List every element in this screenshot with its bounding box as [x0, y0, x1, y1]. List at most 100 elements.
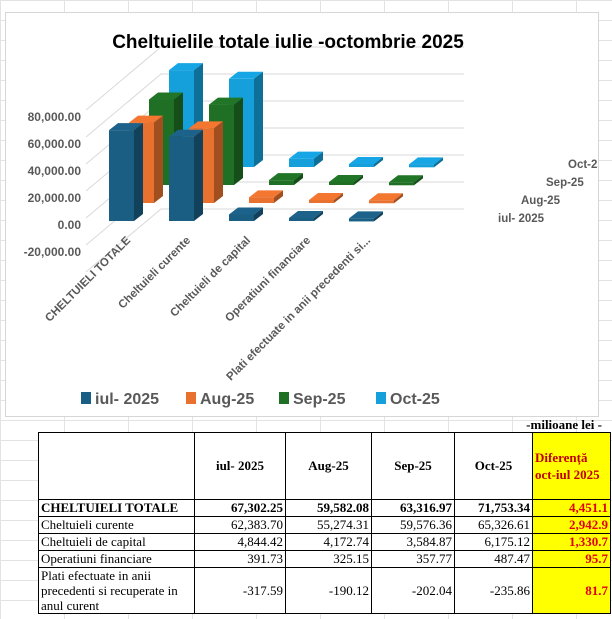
bar-0-1[interactable] [169, 129, 203, 221]
bar-top [349, 157, 383, 164]
bar-1-2[interactable] [249, 190, 283, 203]
bar-3-2[interactable] [289, 151, 323, 167]
bar-0-2[interactable] [229, 207, 263, 221]
unit-label: -milioane lei - [526, 417, 602, 432]
bar-top [169, 63, 203, 71]
y-tick-label: 60,000.00 [28, 137, 82, 151]
bar-side [374, 211, 383, 222]
bar-top [309, 193, 343, 200]
bar-top [129, 115, 163, 123]
bar-top [269, 173, 303, 181]
diff-header-line1: Diferență [535, 450, 588, 465]
row-value: 71,753.34 [454, 499, 533, 517]
bar-side [314, 211, 323, 221]
bar-top [149, 92, 183, 100]
row-label: Cheltuieli curente [38, 516, 195, 534]
bar-side [414, 175, 423, 186]
row-diff: 95.7 [532, 550, 611, 568]
bar-top [109, 123, 143, 131]
row-label: Operatiuni financiare [38, 550, 195, 568]
y-tick-label: 0.00 [58, 218, 82, 232]
bar-side [194, 129, 203, 221]
row-value: 65,326.61 [454, 516, 533, 534]
row-value: 3,584.87 [371, 533, 455, 551]
bar-front [109, 130, 134, 221]
bar-1-4[interactable] [369, 193, 403, 204]
header-col: Aug-25 [285, 432, 372, 500]
table-row: Cheltuieli de capital 4,844.42 4,172.74 3,5… [38, 533, 611, 551]
bar-2-2[interactable] [269, 173, 303, 185]
row-value: 62,383.70 [194, 516, 286, 534]
y-tick-label: 20,000.00 [28, 191, 82, 205]
bar-front [249, 197, 274, 203]
legend-label[interactable]: Sep-25 [293, 391, 346, 408]
depth-axis-label: iul- 2025 [498, 213, 545, 225]
chart-area[interactable]: -20,000.00 0.00 20,000.00 40,000.00 60,000.0… [5, 12, 599, 417]
bar-front [269, 180, 294, 185]
row-value: 357.77 [371, 550, 455, 568]
bar-2-3[interactable] [329, 175, 363, 185]
row-label: CHELTUIELI TOTALE [38, 499, 195, 517]
row-value: -202.04 [371, 567, 455, 614]
row-diff: 1,330.7 [532, 533, 611, 551]
bar-3-4[interactable] [409, 157, 443, 168]
row-diff: 2,942.9 [532, 516, 611, 534]
row-value: -190.12 [285, 567, 372, 614]
header-col: Oct-25 [454, 432, 533, 500]
gridline [85, 46, 464, 111]
bar-top [289, 151, 323, 159]
bar-side [214, 121, 223, 203]
bar-0-3[interactable] [289, 211, 323, 221]
table-row: Operatiuni financiare 391.73 325.15 357.77 4… [38, 550, 611, 568]
bar-2-4[interactable] [389, 175, 423, 186]
row-diff: 81.7 [532, 567, 611, 614]
table-row: Plati efectuate in anii precedenti si re… [38, 567, 611, 614]
bar-side [254, 207, 263, 221]
bar-side [314, 151, 323, 167]
bar-0-0[interactable] [109, 123, 143, 221]
diff-header-line2: oct-iul 2025 [535, 467, 600, 482]
bar-side [154, 115, 163, 203]
bar-0-4[interactable] [349, 211, 383, 222]
row-value: 391.73 [194, 550, 286, 568]
header-col: Sep-25 [371, 432, 455, 500]
row-label: Plati efectuate in anii precedenti si re… [38, 567, 195, 614]
table-row: Cheltuieli curente 62,383.70 55,274.31 59,5… [38, 516, 611, 534]
legend-label[interactable]: iul- 2025 [95, 391, 159, 408]
bar-top [329, 175, 363, 182]
legend-label[interactable]: Oct-25 [390, 391, 440, 408]
y-tick-label: -20,000.00 [24, 245, 82, 259]
row-value: -235.86 [454, 567, 533, 614]
bar-top [349, 211, 383, 219]
legend-swatch [279, 392, 289, 404]
header-empty [38, 432, 195, 500]
bar-front [369, 200, 394, 204]
bar-side [234, 97, 243, 185]
legend-swatch [186, 392, 196, 404]
bar-front [169, 136, 194, 221]
bar-front [409, 164, 434, 168]
row-value: 4,172.74 [285, 533, 372, 551]
row-value: 6,175.12 [454, 533, 533, 551]
bar-side [374, 157, 383, 167]
bar-top [389, 175, 423, 183]
legend-label[interactable]: Aug-25 [200, 391, 254, 408]
bar-side [294, 173, 303, 185]
depth-axis-label: Aug-25 [521, 195, 561, 207]
bar-top [169, 129, 203, 137]
bar-front [229, 214, 254, 221]
row-value: 4,844.42 [194, 533, 286, 551]
bar-top [249, 190, 283, 198]
row-label: Cheltuieli de capital [38, 533, 195, 551]
bar-1-3[interactable] [309, 193, 343, 203]
row-value: 59,576.36 [371, 516, 455, 534]
row-value: 63,316.97 [371, 499, 455, 517]
row-value: -317.59 [194, 567, 286, 614]
row-value: 325.15 [285, 550, 372, 568]
header-diff: Diferență oct-iul 2025 [532, 432, 611, 500]
bar-side [394, 193, 403, 204]
header-col: iul- 2025 [194, 432, 286, 500]
y-tick-label: 80,000.00 [28, 110, 82, 124]
bar-3-3[interactable] [349, 157, 383, 167]
bar-side [254, 71, 263, 167]
